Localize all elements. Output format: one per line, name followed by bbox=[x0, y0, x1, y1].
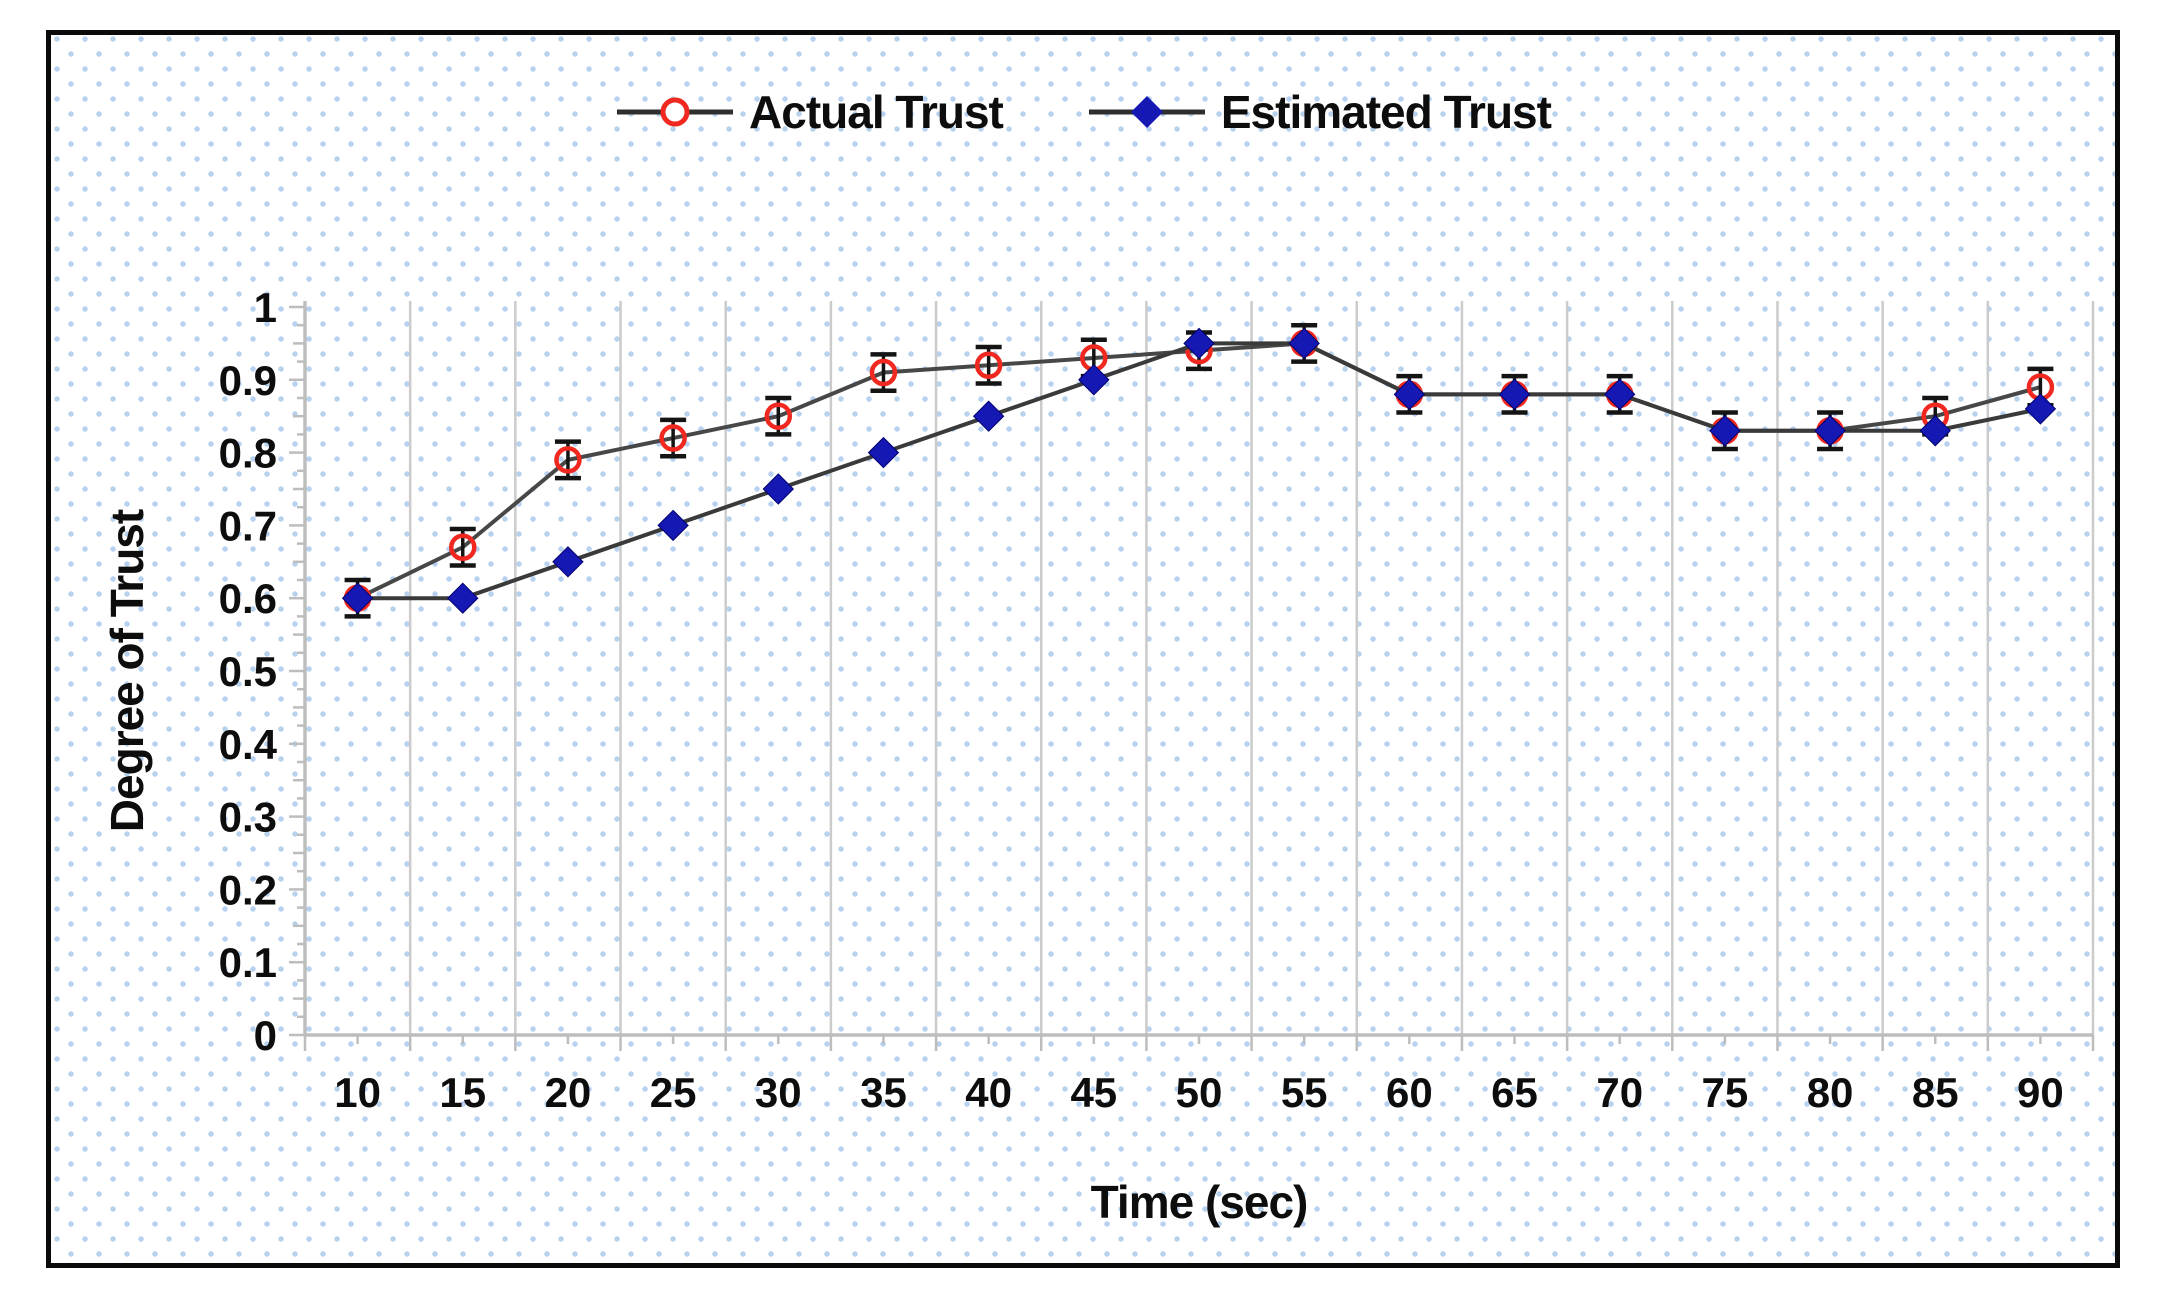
y-tick-label: 0.8 bbox=[219, 430, 277, 477]
data-point-diamond bbox=[657, 509, 689, 542]
data-point-diamond bbox=[867, 436, 900, 469]
x-tick-label: 35 bbox=[860, 1069, 907, 1116]
y-tick-label: 1 bbox=[254, 284, 277, 331]
y-tick-label: 0.2 bbox=[219, 866, 277, 913]
data-point-open-circle bbox=[974, 351, 1003, 379]
x-tick-label: 50 bbox=[1176, 1069, 1223, 1116]
x-axis-title: Time (sec) bbox=[1090, 1176, 1309, 1228]
legend-item-estimated-trust: Estimated Trust bbox=[1087, 85, 1552, 139]
x-tick-label: 45 bbox=[1070, 1069, 1117, 1116]
data-point-diamond bbox=[1709, 415, 1741, 447]
x-tick-label: 85 bbox=[1912, 1069, 1959, 1116]
chart-frame: 0 0.1 0.2 0.3 0.4 0.5 0.6 0.7 0.8 0.9 1 10 15 20 25 30 3… bbox=[46, 30, 2120, 1268]
legend-label-estimated-trust: Estimated Trust bbox=[1220, 86, 1552, 138]
chart-legend: Actual Trust Estimated Trust bbox=[51, 85, 2115, 139]
data-point-diamond bbox=[1078, 364, 1110, 396]
y-tick-label: 0.7 bbox=[219, 502, 277, 549]
x-tick-label: 20 bbox=[545, 1069, 592, 1116]
data-point-open-circle bbox=[449, 533, 477, 561]
data-point-diamond bbox=[1288, 327, 1320, 360]
data-point-open-circle bbox=[554, 446, 582, 474]
y-tick-label: 0.4 bbox=[219, 721, 278, 768]
y-tick-label: 0.9 bbox=[219, 357, 277, 404]
legend-item-actual-trust: Actual Trust bbox=[615, 85, 1004, 139]
x-tick-label: 80 bbox=[1807, 1069, 1854, 1116]
data-point-diamond bbox=[1498, 378, 1531, 411]
data-point-diamond bbox=[1604, 378, 1636, 411]
open-circle-marker-icon bbox=[617, 97, 734, 127]
data-point-diamond bbox=[2024, 393, 2057, 425]
data-point-diamond bbox=[762, 473, 795, 505]
data-point-diamond bbox=[447, 582, 479, 614]
x-tick-label: 75 bbox=[1702, 1069, 1749, 1116]
x-tick-label: 15 bbox=[439, 1069, 486, 1116]
diamond-marker-icon bbox=[1088, 96, 1205, 128]
chart-canvas: 0 0.1 0.2 0.3 0.4 0.5 0.6 0.7 0.8 0.9 1 10 15 20 25 30 3… bbox=[219, 284, 2095, 1116]
series-line-estimated-trust bbox=[357, 341, 2041, 601]
data-point-open-circle bbox=[869, 358, 898, 387]
x-tick-label: 10 bbox=[334, 1069, 381, 1116]
y-tick-label: 0.1 bbox=[219, 939, 277, 986]
y-tick-label: 0.3 bbox=[219, 794, 277, 841]
x-tick-label: 30 bbox=[755, 1069, 802, 1116]
data-point-diamond bbox=[552, 546, 584, 578]
data-point-diamond bbox=[341, 582, 374, 614]
series-line-actual-trust bbox=[356, 341, 2041, 600]
legend-label-actual-trust: Actual Trust bbox=[749, 86, 1004, 138]
x-tick-label: 60 bbox=[1386, 1069, 1433, 1116]
x-tick-label: 70 bbox=[1596, 1069, 1643, 1116]
data-point-diamond bbox=[1814, 415, 1846, 447]
data-point-diamond bbox=[1919, 415, 1951, 447]
x-tick-label: 65 bbox=[1491, 1069, 1538, 1116]
data-point-diamond bbox=[972, 400, 1005, 432]
y-tick-label: 0.6 bbox=[219, 575, 277, 622]
y-tick-label: 0.5 bbox=[219, 648, 277, 695]
y-tick-label: 0 bbox=[254, 1012, 277, 1059]
data-point-diamond bbox=[1393, 378, 1426, 411]
x-tick-label: 25 bbox=[650, 1069, 697, 1116]
y-axis-title: Degree of Trust bbox=[101, 509, 153, 833]
data-point-diamond bbox=[1183, 327, 1215, 360]
x-tick-label: 40 bbox=[965, 1069, 1012, 1116]
x-tick-label: 90 bbox=[2017, 1069, 2064, 1116]
x-tick-label: 55 bbox=[1281, 1069, 1328, 1116]
data-point-open-circle bbox=[659, 424, 687, 452]
data-point-open-circle bbox=[764, 402, 793, 430]
